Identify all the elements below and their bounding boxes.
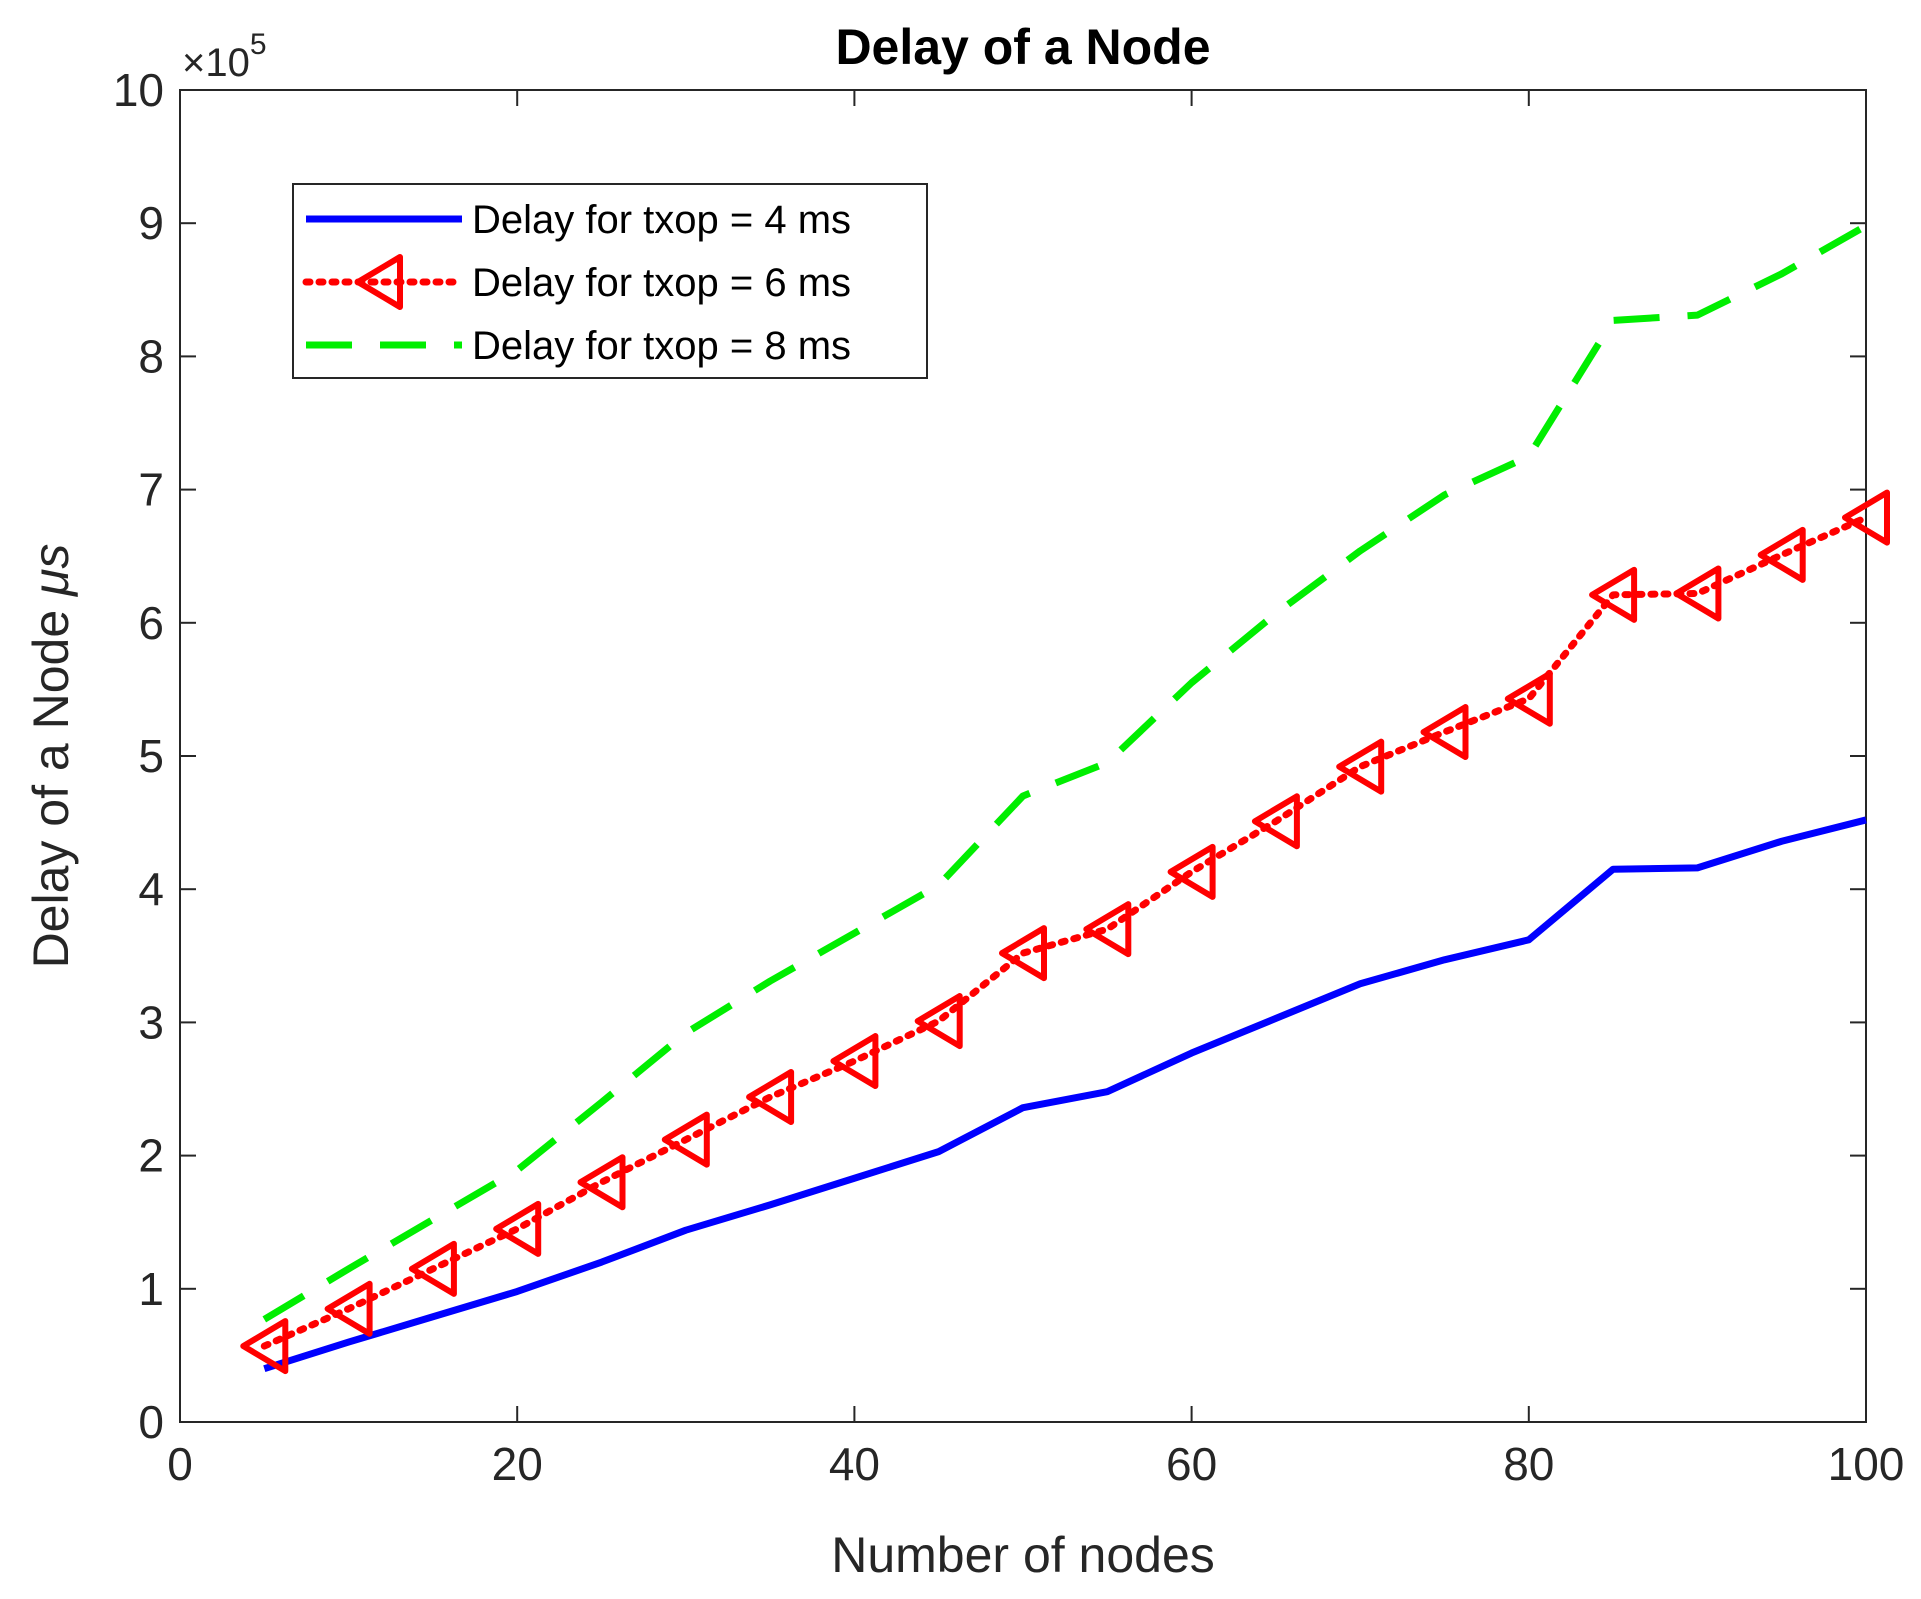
x-tick-label: 40 <box>829 1438 880 1490</box>
y-tick-label: 9 <box>138 197 164 249</box>
y-axis-label-main: Delay of a Node <box>23 596 79 968</box>
x-axis-label: Number of nodes <box>831 1527 1215 1583</box>
y-tick-label: 8 <box>138 330 164 382</box>
series-marker-1 <box>1504 670 1553 727</box>
series-marker-1 <box>577 1154 626 1211</box>
y-tick-label: 7 <box>138 464 164 516</box>
legend: Delay for txop = 4 ms Delay for txop = 6… <box>292 183 928 379</box>
y-axis-label: Delay of a Node μs <box>23 544 79 969</box>
y-exponent-prefix: ×10 <box>182 41 250 85</box>
series-marker-1 <box>999 925 1047 982</box>
x-tick-label: 100 <box>1828 1438 1905 1490</box>
series-marker-1 <box>1420 704 1469 761</box>
series-marker-1 <box>1673 565 1722 622</box>
y-tick-label: 4 <box>138 863 164 915</box>
x-tick-label: 60 <box>1166 1438 1217 1490</box>
x-tick-label: 20 <box>492 1438 543 1490</box>
series-marker-1 <box>493 1200 542 1257</box>
series-line-0 <box>263 816 1867 1373</box>
series-line-2 <box>262 222 1868 1323</box>
x-tick-label: 80 <box>1503 1438 1554 1490</box>
series-marker-1 <box>1336 738 1385 795</box>
series-marker-1 <box>240 1318 289 1375</box>
y-axis-label-unit: μs <box>23 544 79 598</box>
y-tick-label: 0 <box>138 1396 164 1448</box>
series-marker-1 <box>1842 489 1890 546</box>
legend-marker-txop6 <box>355 254 403 310</box>
y-tick-label: 6 <box>138 597 164 649</box>
series-marker-1 <box>830 1033 879 1090</box>
y-tick-label: 2 <box>138 1130 164 1182</box>
chart-title: Delay of a Node <box>835 19 1210 75</box>
series-marker-1 <box>1251 793 1300 850</box>
legend-label-txop4: Delay for txop = 4 ms <box>472 198 851 242</box>
legend-label-txop8: Delay for txop = 8 ms <box>472 324 851 368</box>
y-tick-label: 10 <box>113 64 164 116</box>
series-line-1 <box>260 514 1870 1350</box>
y-exponent-power: 5 <box>250 28 267 61</box>
series-layer <box>240 222 1890 1375</box>
series-marker-1 <box>1083 901 1132 958</box>
y-tick-label: 3 <box>138 996 164 1048</box>
axis-ticks: 0 20 40 60 80 100 0 1 2 3 4 5 6 7 8 9 10 <box>113 64 1905 1490</box>
y-tick-label: 5 <box>138 730 164 782</box>
series-marker-1 <box>1167 843 1216 900</box>
y-exponent-label: ×105 <box>182 28 267 85</box>
y-tick-label: 1 <box>138 1263 164 1315</box>
x-tick-label: 0 <box>167 1438 193 1490</box>
series-marker-1 <box>324 1280 373 1337</box>
series-marker-1 <box>1757 526 1806 583</box>
series-marker-1 <box>914 993 963 1050</box>
series-marker-1 <box>746 1068 795 1125</box>
legend-label-txop6: Delay for txop = 6 ms <box>472 261 851 305</box>
series-marker-1 <box>1589 566 1638 623</box>
series-marker-1 <box>408 1240 457 1297</box>
series-marker-1 <box>661 1111 710 1168</box>
